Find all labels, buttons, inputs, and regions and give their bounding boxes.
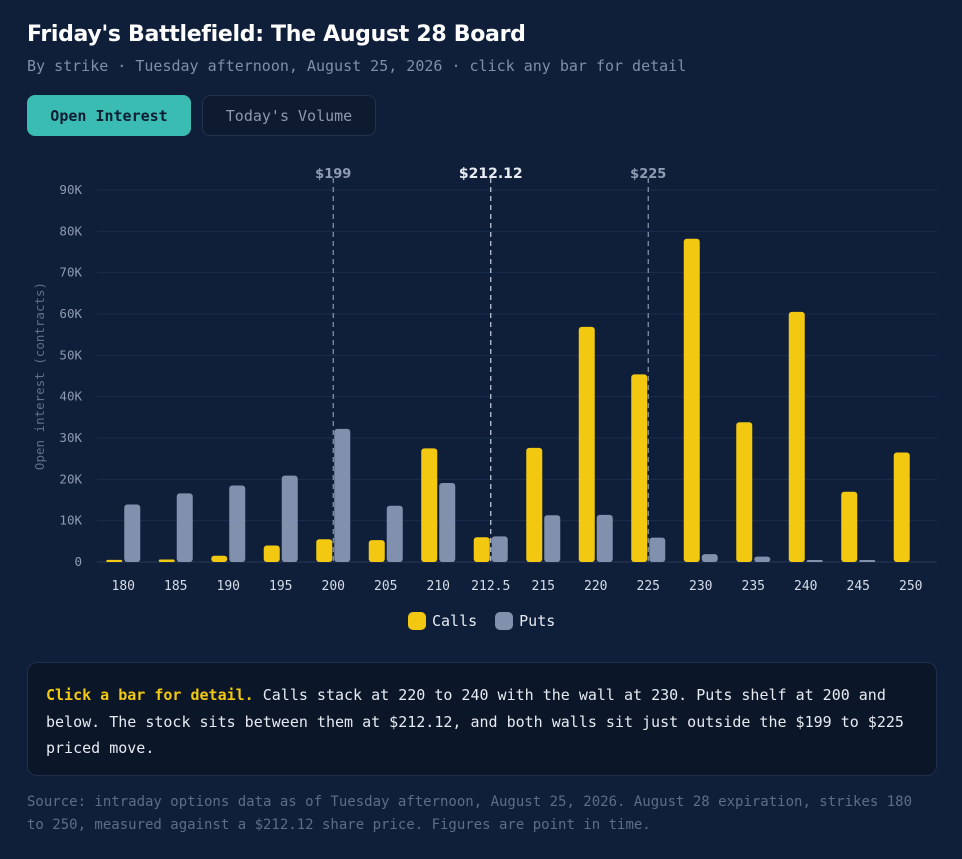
call-bar[interactable] bbox=[526, 447, 543, 562]
tab-todays-volume[interactable]: Today's Volume bbox=[202, 95, 376, 136]
tab-open-interest[interactable]: Open Interest bbox=[27, 95, 191, 136]
open-interest-chart: 0 10K 20K 30K 40K 50K 60K 70K 80K 90K Open interes… bbox=[32, 166, 937, 594]
put-bar[interactable] bbox=[229, 485, 246, 562]
call-bar[interactable] bbox=[683, 238, 700, 563]
call-bar[interactable] bbox=[106, 559, 123, 562]
x-tick-label: 180 bbox=[112, 579, 135, 594]
puts-swatch bbox=[495, 612, 514, 630]
put-bar[interactable] bbox=[386, 505, 403, 562]
x-tick-label: 225 bbox=[637, 579, 660, 594]
source-note: Source: intraday options data as of Tues… bbox=[27, 794, 913, 833]
call-bar[interactable] bbox=[473, 537, 490, 562]
x-tick-label: 190 bbox=[217, 579, 240, 594]
page-title: Friday's Battlefield: The August 28 Boar… bbox=[27, 22, 526, 47]
x-tick-label: 230 bbox=[689, 579, 712, 594]
x-tick-label: 212.5 bbox=[471, 579, 510, 594]
detail-heading: Click a bar for detail. bbox=[46, 686, 254, 704]
reference-line-label: $225 bbox=[630, 167, 666, 182]
call-bar[interactable] bbox=[841, 491, 858, 562]
call-bar[interactable] bbox=[788, 311, 805, 562]
call-bar[interactable] bbox=[421, 448, 438, 562]
put-bar[interactable] bbox=[491, 536, 508, 562]
y-tick-label: 80K bbox=[59, 223, 82, 238]
call-bar[interactable] bbox=[211, 555, 228, 562]
x-tick-label: 185 bbox=[164, 579, 187, 594]
put-bar[interactable] bbox=[544, 515, 561, 562]
x-tick-label: 210 bbox=[427, 579, 450, 594]
x-tick-label: 205 bbox=[374, 579, 397, 594]
put-bar[interactable] bbox=[649, 537, 666, 562]
reference-line-label: $199 bbox=[315, 167, 351, 182]
detail-panel: Click a bar for detail. Calls stack at 2… bbox=[27, 662, 937, 776]
x-tick-label: 240 bbox=[794, 579, 817, 594]
x-tick-label: 245 bbox=[847, 579, 870, 594]
legend-item-calls[interactable]: Calls bbox=[408, 612, 477, 630]
x-tick-label: 250 bbox=[899, 579, 922, 594]
put-bar[interactable] bbox=[806, 560, 823, 562]
y-tick-label: 70K bbox=[59, 265, 82, 280]
x-tick-label: 200 bbox=[322, 579, 345, 594]
call-bar[interactable] bbox=[368, 540, 385, 562]
y-tick-label: 10K bbox=[59, 513, 82, 528]
x-tick-label: 195 bbox=[269, 579, 292, 594]
call-bar[interactable] bbox=[736, 422, 753, 562]
y-tick-label: 30K bbox=[59, 430, 82, 445]
put-bar[interactable] bbox=[439, 483, 456, 562]
call-bar[interactable] bbox=[578, 326, 595, 562]
y-tick-label: 0 bbox=[74, 554, 82, 569]
put-bar[interactable] bbox=[176, 493, 193, 562]
y-tick-label: 50K bbox=[59, 347, 82, 362]
call-bar[interactable] bbox=[631, 374, 648, 562]
call-bar[interactable] bbox=[158, 559, 175, 562]
y-tick-label: 20K bbox=[59, 471, 82, 486]
put-bar[interactable] bbox=[859, 560, 876, 562]
calls-swatch bbox=[408, 612, 426, 630]
legend-label-calls: Calls bbox=[432, 612, 478, 630]
put-bar[interactable] bbox=[124, 504, 141, 562]
legend-label-puts: Puts bbox=[519, 612, 556, 630]
reference-line-label: $212.12 bbox=[459, 166, 523, 182]
x-tick-label: 220 bbox=[584, 579, 607, 594]
put-bar[interactable] bbox=[596, 514, 613, 562]
page-subtitle: By strike · Tuesday afternoon, August 25… bbox=[27, 57, 687, 75]
call-bar[interactable] bbox=[263, 545, 280, 562]
put-bar[interactable] bbox=[701, 554, 718, 562]
chart-legend: Calls Puts bbox=[408, 612, 555, 630]
y-tick-label: 40K bbox=[59, 389, 82, 404]
y-axis-label: Open interest (contracts) bbox=[32, 282, 47, 470]
put-bar[interactable] bbox=[754, 556, 771, 562]
y-tick-label: 60K bbox=[59, 306, 82, 321]
put-bar[interactable] bbox=[334, 428, 351, 562]
legend-item-puts[interactable]: Puts bbox=[495, 612, 555, 630]
call-bar[interactable] bbox=[316, 539, 333, 562]
y-tick-label: 90K bbox=[59, 182, 82, 197]
x-tick-label: 215 bbox=[532, 579, 555, 594]
put-bar[interactable] bbox=[281, 475, 298, 562]
detail-text: Calls stack at 220 to 240 with the wall … bbox=[46, 686, 904, 757]
x-tick-label: 235 bbox=[742, 579, 765, 594]
call-bar[interactable] bbox=[893, 452, 910, 562]
